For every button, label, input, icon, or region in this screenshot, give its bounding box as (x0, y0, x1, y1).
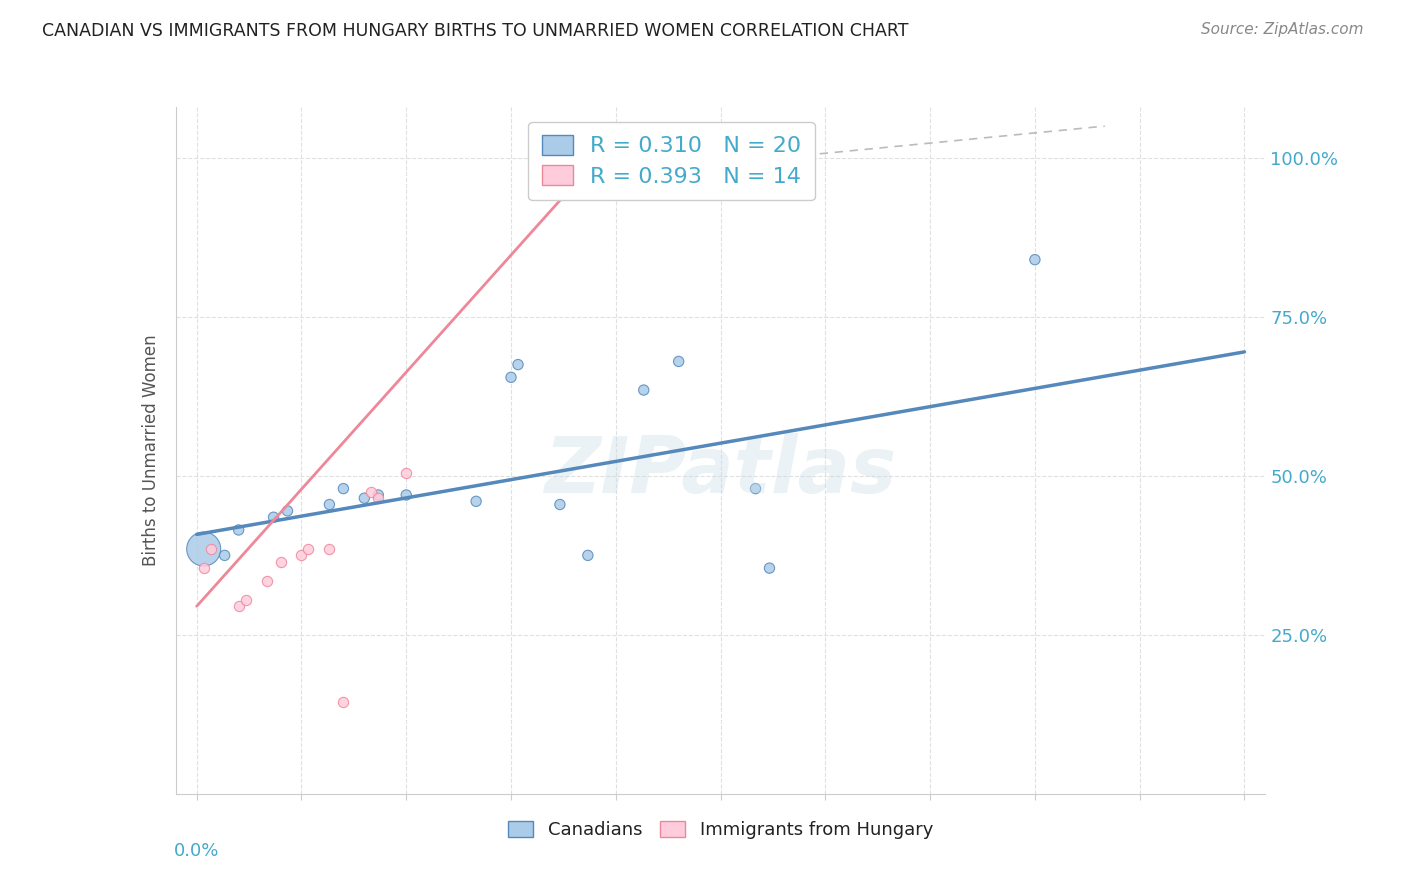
Point (367, 491, 389, 505)
Point (668, 354, 690, 368)
Point (633, 383, 655, 397)
Point (318, 542, 340, 557)
Point (353, 491, 375, 505)
Text: Source: ZipAtlas.com: Source: ZipAtlas.com (1201, 22, 1364, 37)
Point (576, 549, 599, 563)
Text: CANADIAN VS IMMIGRANTS FROM HUNGARY BIRTHS TO UNMARRIED WOMEN CORRELATION CHART: CANADIAN VS IMMIGRANTS FROM HUNGARY BIRT… (42, 22, 908, 40)
Point (214, 549, 236, 563)
Point (395, 466, 418, 480)
Point (465, 494, 488, 508)
Point (235, 593, 257, 607)
Point (332, 482, 354, 496)
Point (297, 542, 319, 557)
Point (228, 523, 250, 537)
Point (270, 555, 292, 569)
Y-axis label: Births to Unmarried Women: Births to Unmarried Women (142, 334, 160, 566)
Point (499, 370, 522, 384)
Point (569, 169, 592, 184)
Point (193, 561, 215, 575)
Point (758, 561, 780, 575)
Text: 0.0%: 0.0% (174, 842, 219, 860)
Point (263, 510, 285, 524)
Legend: Canadians, Immigrants from Hungary: Canadians, Immigrants from Hungary (501, 814, 941, 847)
Point (1024, 252, 1046, 267)
Point (360, 484, 382, 499)
Point (744, 482, 766, 496)
Point (200, 542, 222, 557)
Point (228, 599, 250, 614)
Point (256, 574, 278, 588)
Point (332, 695, 354, 709)
Point (193, 542, 215, 557)
Point (506, 358, 529, 372)
Text: ZIPatlas: ZIPatlas (544, 433, 897, 509)
Point (290, 549, 312, 563)
Point (276, 504, 298, 518)
Point (548, 498, 571, 512)
Point (395, 488, 418, 502)
Point (318, 498, 340, 512)
Point (367, 488, 389, 502)
